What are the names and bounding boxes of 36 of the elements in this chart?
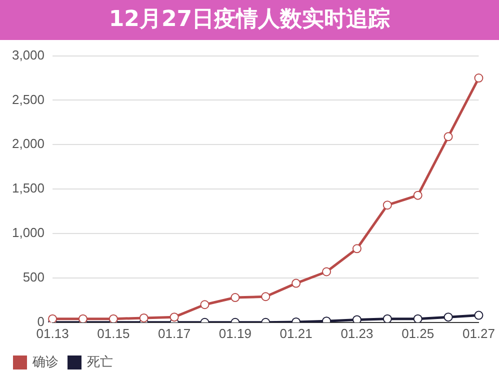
point [474, 74, 484, 83]
x-tick-label: 01.15 [97, 326, 130, 341]
legend-label: 确诊 [32, 354, 58, 370]
y-tick-label: 2,000 [12, 136, 45, 152]
point [474, 310, 484, 320]
point [48, 314, 58, 322]
y-tick-label: 2,500 [12, 92, 45, 107]
point [382, 200, 392, 210]
y-tick-label: 1,500 [12, 180, 45, 196]
y-tick-label: 3,000 [12, 47, 45, 62]
y-tick-label: 1,000 [12, 225, 45, 240]
x-tick-label: 01.21 [280, 326, 312, 341]
x-tick-label: 01.19 [218, 326, 252, 341]
point [444, 312, 453, 322]
point [292, 278, 301, 288]
point [170, 312, 179, 322]
point [382, 314, 392, 322]
legend-label: 死亡 [87, 354, 113, 370]
point [230, 293, 240, 302]
point [352, 315, 362, 322]
chart-title: 12月27日疫情人数实时追踪 [0, 0, 499, 40]
point [261, 292, 270, 302]
point [352, 244, 362, 254]
x-tick-label: 01.27 [462, 326, 496, 341]
x-tick-label: 01.17 [158, 326, 191, 341]
point [108, 314, 118, 322]
x-tick-label: 01.25 [402, 326, 434, 341]
point [413, 314, 422, 322]
x-tick-label: 01.23 [340, 326, 374, 341]
point [139, 313, 148, 322]
point [78, 314, 88, 322]
point [413, 190, 422, 200]
point [444, 132, 453, 142]
point [200, 300, 210, 310]
y-tick-label: 500 [22, 270, 45, 285]
point [322, 267, 332, 276]
